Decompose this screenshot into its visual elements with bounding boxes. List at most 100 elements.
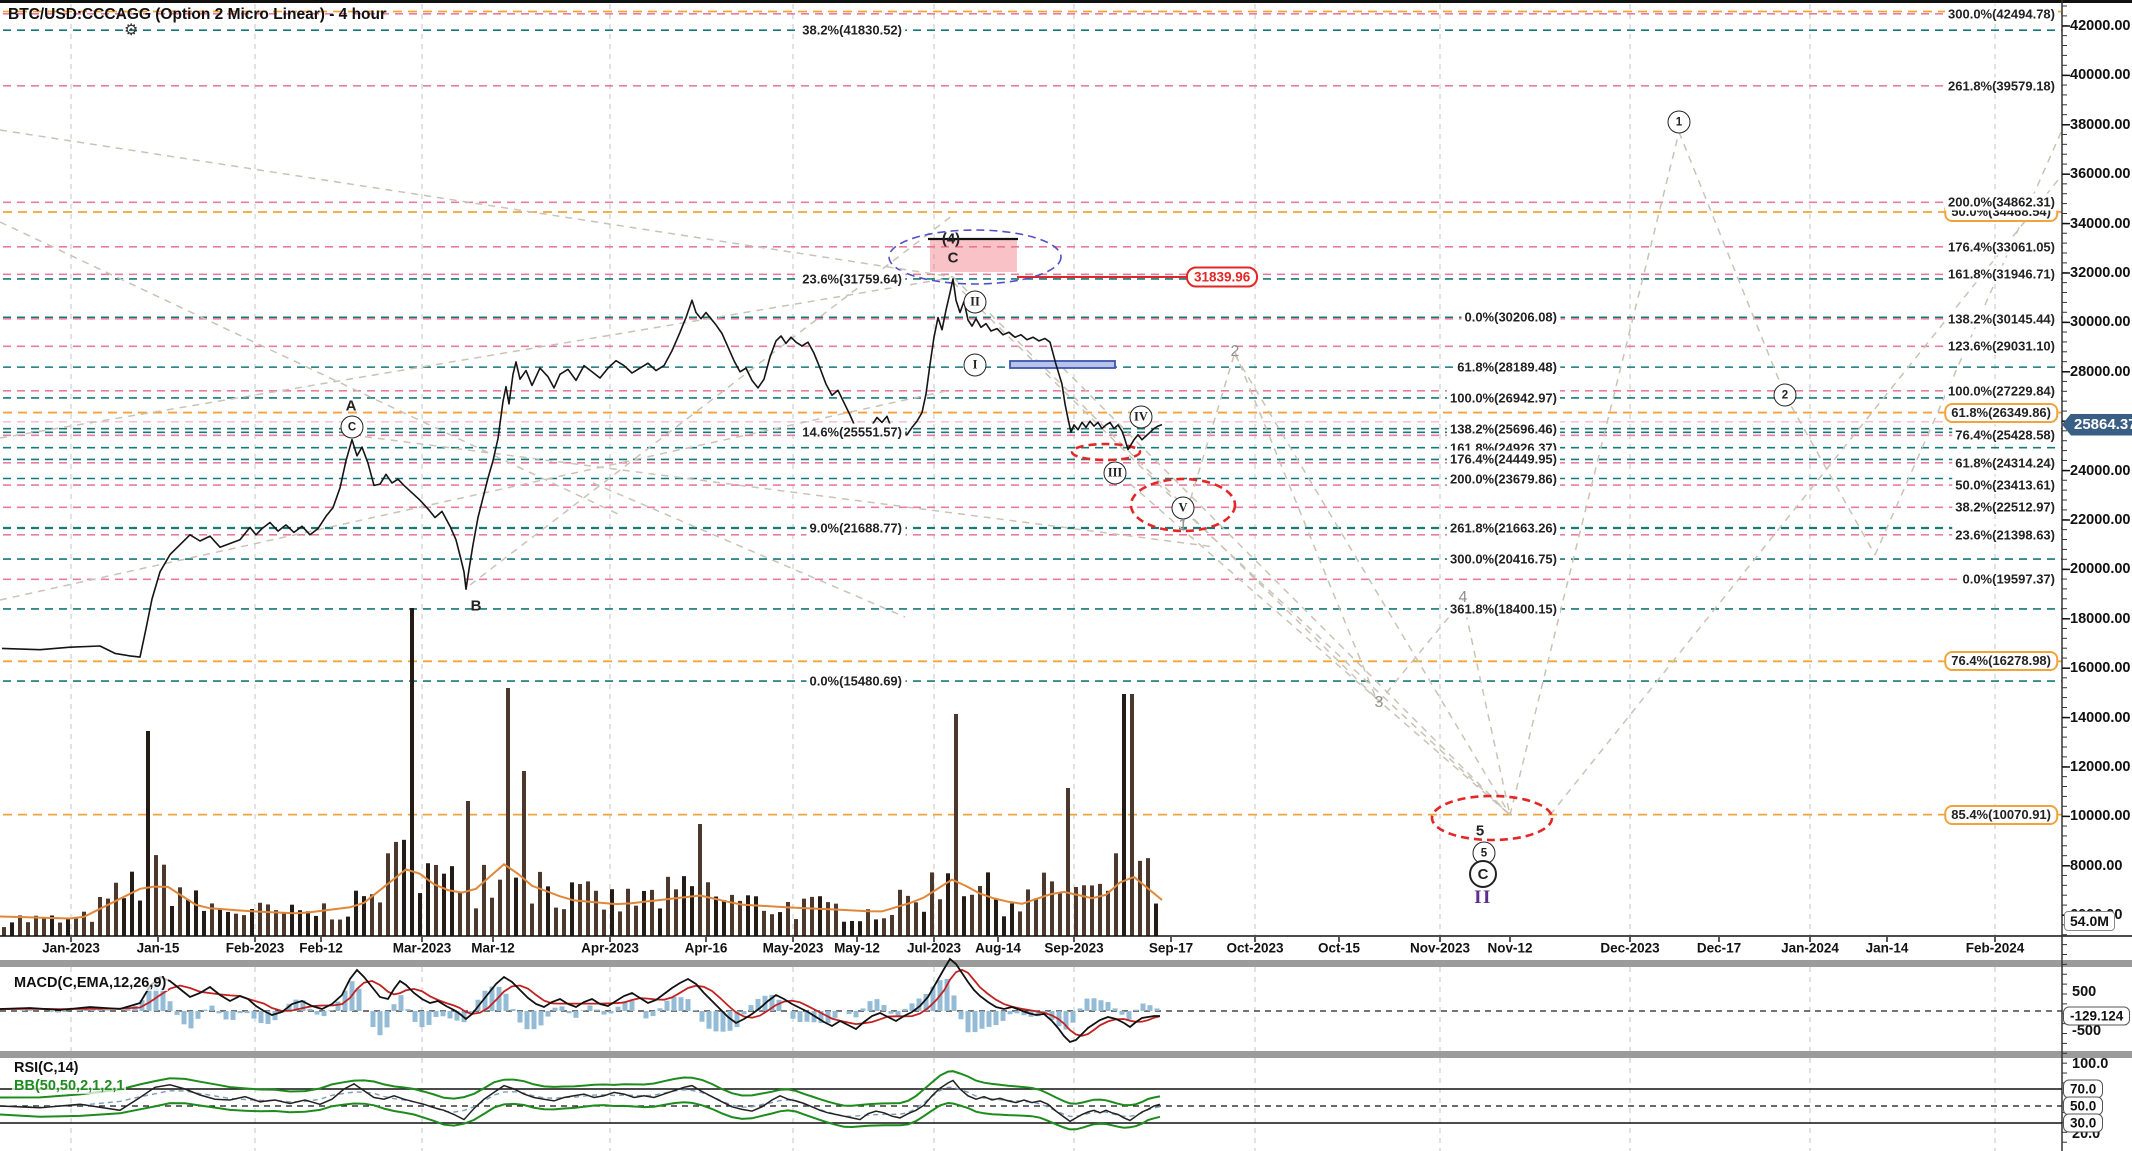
trendline[interactable] <box>0 277 951 439</box>
red-ellipse-annotation[interactable] <box>1129 477 1237 533</box>
time-axis-label[interactable]: Dec-2023 <box>1600 940 1660 956</box>
price-axis-label[interactable]: 22000.00 <box>2070 512 2131 528</box>
time-axis-label[interactable]: Mar-2023 <box>392 940 452 956</box>
trendline[interactable] <box>1234 351 1379 704</box>
fib-level-label-orange[interactable]: 61.8%(26349.86) <box>1944 402 2058 423</box>
pane-separator[interactable] <box>0 1051 2132 1058</box>
rsi-axis-label[interactable]: 100.0 <box>2072 1056 2109 1072</box>
price-axis-label[interactable]: 12000.00 <box>2070 759 2131 775</box>
trendline[interactable] <box>1784 394 1876 556</box>
trendline[interactable] <box>0 129 954 278</box>
time-axis-label[interactable]: Feb-2023 <box>225 940 285 956</box>
fib-level-label-orange[interactable]: 85.4%(10070.91) <box>1944 804 2058 825</box>
macd-axis-label[interactable]: -500 <box>2072 1023 2102 1039</box>
trendline[interactable] <box>1678 131 1786 396</box>
fib-level-label[interactable]: 0.0%(30206.08) <box>1461 308 1560 326</box>
fib-level-label[interactable]: 176.4%(33061.05) <box>1945 238 2058 256</box>
wave-label-2[interactable]: 2 <box>1773 383 1797 407</box>
wave-label-II[interactable]: II <box>1474 887 1492 908</box>
price-axis-label[interactable]: 8000.00 <box>2070 857 2123 874</box>
time-axis-label[interactable]: May-2023 <box>762 940 824 956</box>
time-axis-label[interactable]: Apr-16 <box>684 940 728 956</box>
fib-level-label[interactable]: 361.8%(18400.15) <box>1447 600 1560 618</box>
fib-level-label[interactable]: 123.6%(29031.10) <box>1945 337 2058 355</box>
fib-level-label[interactable]: 261.8%(39579.18) <box>1945 77 2058 95</box>
fib-level-label[interactable]: 261.8%(21663.26) <box>1447 519 1560 537</box>
trendline[interactable] <box>1062 367 1511 816</box>
time-axis-label[interactable]: Jan-2023 <box>42 940 100 956</box>
time-axis-label[interactable]: Sep-17 <box>1148 940 1194 956</box>
fib-level-label[interactable]: 176.4%(24449.95) <box>1447 450 1560 468</box>
wave-label-II[interactable]: II <box>963 290 987 314</box>
wave-label-1[interactable]: 1 <box>1667 110 1691 134</box>
time-axis-label[interactable]: Oct-15 <box>1317 940 1361 956</box>
wave-label-4[interactable]: (4) <box>941 230 961 248</box>
time-axis-label[interactable]: May-12 <box>834 940 880 956</box>
trendline[interactable] <box>0 389 951 601</box>
time-axis-label[interactable]: Oct-2023 <box>1226 940 1284 956</box>
fib-level-label[interactable]: 100.0%(27229.84) <box>1945 382 2058 400</box>
alert-price-tag[interactable]: 31839.96 <box>1186 266 1259 288</box>
settings-gear-icon[interactable]: ⚙ <box>124 22 139 39</box>
time-axis-label[interactable]: Jan-14 <box>1865 940 1909 956</box>
wave-label-4[interactable]: 4 <box>1458 589 1468 606</box>
fib-level-label[interactable]: 61.8%(28189.48) <box>1454 358 1560 376</box>
wave-label-I[interactable]: I <box>963 353 987 377</box>
time-axis-label[interactable]: Aug-14 <box>975 940 1021 956</box>
fib-level-label[interactable]: 0.0%(19597.37) <box>1959 570 2058 588</box>
macd-axis-label[interactable]: 500 <box>2072 984 2097 1000</box>
blue-ellipse-annotation[interactable] <box>888 229 1062 285</box>
price-axis-label[interactable]: 32000.00 <box>2070 265 2131 281</box>
fib-level-label[interactable]: 200.0%(34862.31) <box>1945 193 2058 211</box>
fib-level-label[interactable]: 138.2%(25696.46) <box>1447 420 1560 438</box>
trendline[interactable] <box>592 482 906 618</box>
price-axis-label[interactable]: 18000.00 <box>2070 610 2131 627</box>
fib-level-label[interactable]: 200.0%(23679.86) <box>1447 470 1560 487</box>
time-axis-label[interactable]: Jul-2023 <box>906 940 962 956</box>
wave-label-C[interactable]: C <box>1469 860 1497 888</box>
fib-level-label[interactable]: 23.6%(31759.64) <box>799 270 905 288</box>
fib-level-label[interactable]: 300.0%(42494.78) <box>1945 5 2058 23</box>
price-axis-label[interactable]: 28000.00 <box>2070 363 2131 380</box>
fib-level-label[interactable]: 50.0%(23413.61) <box>1952 476 2058 494</box>
price-axis-label[interactable]: 30000.00 <box>2070 314 2131 331</box>
wave-label-A[interactable]: A <box>345 397 357 415</box>
fib-level-label[interactable]: 138.2%(30145.44) <box>1945 310 2058 328</box>
target-zone-box[interactable] <box>930 240 1017 272</box>
pane-separator[interactable] <box>0 960 2132 967</box>
fib-level-label[interactable]: 100.0%(26942.97) <box>1447 389 1560 407</box>
time-axis-label[interactable]: Sep-2023 <box>1044 940 1104 956</box>
time-axis-label[interactable]: Feb-12 <box>299 940 343 956</box>
wave-label-3[interactable]: 3 <box>1374 694 1384 711</box>
trendline[interactable] <box>0 221 621 516</box>
fib-level-label[interactable]: 23.6%(21398.63) <box>1952 526 2058 544</box>
trendline[interactable] <box>952 276 1184 506</box>
price-axis-label[interactable]: 40000.00 <box>2070 67 2131 84</box>
wave-label-C[interactable]: C <box>947 249 959 267</box>
fib-level-label[interactable]: 0.0%(15480.69) <box>806 672 905 690</box>
time-axis-label[interactable]: Nov-2023 <box>1409 940 1471 956</box>
trendline[interactable] <box>351 434 1216 548</box>
red-ellipse-annotation[interactable] <box>1070 442 1142 462</box>
time-axis-label[interactable]: Apr-2023 <box>581 940 639 956</box>
price-axis-label[interactable]: 16000.00 <box>2070 660 2131 677</box>
fib-level-label[interactable]: 76.4%(25428.58) <box>1952 426 2058 444</box>
red-ellipse-annotation[interactable] <box>1430 794 1554 842</box>
price-axis-label[interactable]: 10000.00 <box>2070 808 2131 825</box>
support-zone-bar[interactable] <box>1009 360 1116 369</box>
price-axis-label[interactable]: 36000.00 <box>2070 166 2131 183</box>
fib-level-label[interactable]: 38.2%(22512.97) <box>1952 498 2058 516</box>
time-axis-label[interactable]: Feb-2024 <box>1965 940 2025 956</box>
fib-level-label[interactable]: 38.2%(41830.52) <box>799 21 905 39</box>
wave-label-2[interactable]: 2 <box>1230 343 1240 360</box>
price-axis-label[interactable]: 20000.00 <box>2070 561 2131 578</box>
time-axis-label[interactable]: Jan-15 <box>136 940 180 956</box>
trendline[interactable] <box>1509 131 1680 816</box>
fib-level-label[interactable]: 14.6%(25551.57) <box>799 423 905 441</box>
trendline[interactable] <box>1119 474 1511 816</box>
price-axis-label[interactable]: 38000.00 <box>2070 116 2131 133</box>
time-axis-label[interactable]: Jan-2024 <box>1781 940 1839 956</box>
fib-level-label[interactable]: 61.8%(24314.24) <box>1952 454 2058 472</box>
price-axis-label[interactable]: 34000.00 <box>2070 215 2131 232</box>
